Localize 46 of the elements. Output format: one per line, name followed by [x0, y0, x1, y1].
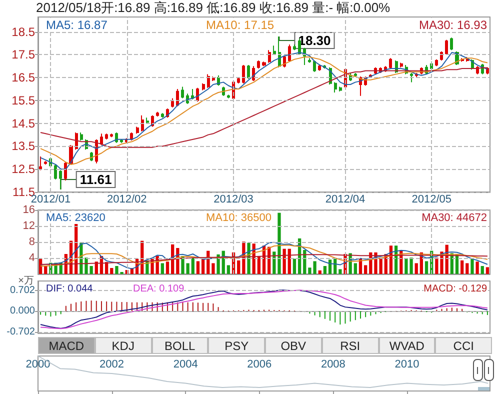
text: MA5: 23620	[46, 212, 106, 224]
y-tick-label: 4	[28, 252, 35, 264]
text: PSY	[208, 337, 265, 354]
text: CCI	[435, 337, 492, 354]
y-tick-label: 0.702	[10, 284, 36, 296]
y-tick-label: -0.702	[6, 326, 36, 338]
y-tick-label: 17.5	[12, 48, 36, 62]
text: MA10: 17.15	[206, 18, 274, 32]
x-tick-label: 2006	[247, 358, 272, 370]
text: RSI	[322, 337, 378, 354]
y-tick-label: 18.5	[12, 24, 36, 39]
x-tick-label: 2012/02	[106, 194, 147, 206]
x-tick-label: 2010	[394, 358, 420, 370]
y-tick-label: 8	[28, 236, 35, 248]
x-tick-label: 2012/04	[325, 194, 366, 206]
y-tick-label: 12.5	[12, 162, 36, 176]
x-tick-label: 2002	[100, 358, 124, 370]
y-tick-label: 15.5	[12, 93, 36, 108]
x-tick-label: 2012/05	[412, 194, 452, 206]
y-tick-label: 16	[22, 204, 35, 216]
text: MA30: 16.93	[418, 18, 488, 32]
annotation: 11.61	[80, 172, 112, 187]
series-label: DEA: 0.109	[133, 284, 185, 294]
x-tick-label: 2012/01	[30, 194, 71, 206]
text: MACD	[38, 337, 95, 354]
annotation: 18.30	[298, 32, 331, 48]
text: BOLL	[152, 337, 208, 354]
y-tick-label: 12	[22, 220, 35, 232]
chart-title: 2012/05/18开:16.89 高:16.89 低:16.89 收:16.89 量:- 幅:0.00%	[36, 0, 391, 15]
text: WVAD	[378, 337, 436, 354]
x-tick-label: 2000	[26, 358, 50, 370]
y-tick-label: 13.5	[12, 139, 36, 154]
text: MA5: 16.87	[46, 18, 108, 32]
y-tick-label: 16.5	[12, 70, 36, 85]
text: MA10: 36500	[206, 212, 272, 224]
x-tick-label: 2008	[320, 358, 346, 370]
y-tick-label: 0.000	[10, 306, 36, 317]
x-tick-label: 2012/03	[214, 194, 254, 206]
y-axis-title: ×万	[18, 276, 34, 286]
text: DIF: 0.044	[46, 284, 94, 294]
series-label: MACD: -0.129	[424, 284, 488, 294]
x-tick-label: 2004	[173, 358, 198, 370]
text: MA30: 44672	[422, 212, 487, 224]
y-tick-label: 14.5	[12, 116, 36, 130]
text: KDJ	[94, 337, 152, 354]
text: OBV	[265, 337, 322, 354]
